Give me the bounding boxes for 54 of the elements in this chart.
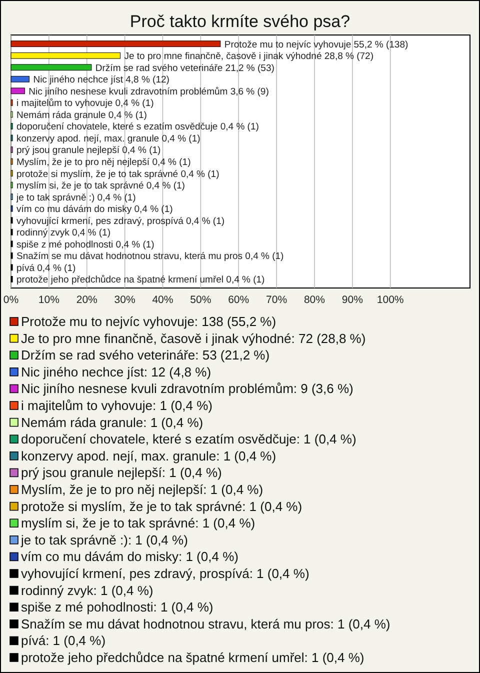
y-tick-label: protože si myslím, že je to tak správné 0,4 % (1) xyxy=(16,168,220,180)
y-tick-label: konzervy apod. nejí, max. granule 0,4 % (1) xyxy=(16,133,200,144)
legend-label: i majitelům to vyhovuje: 1 (0,4 %) xyxy=(21,398,212,413)
y-tick-label: je to tak správně :) 0,4 % (1) xyxy=(16,192,136,204)
legend-label: Snažím se mu dávat hodnotnou stravu, která mu pros: 1 (0,4 %) xyxy=(21,616,390,632)
legend-label: spiše z mé pohodlnosti: 1 (0,4 %) xyxy=(21,600,214,615)
x-tick-label: 20% xyxy=(76,294,98,306)
y-tick-label: Nic jiního nesnese kvuli zdravotním problémům 3,6 % (9) xyxy=(28,86,269,98)
x-tick-label: 90% xyxy=(342,294,363,306)
x-tick-label: 40% xyxy=(152,294,174,306)
legend-label: protože si myslím, že je to tak správné: 1 (0,4 %) xyxy=(21,498,302,514)
y-tick-label: vyhovující krmení, pes zdravý, prospívá 0,4 % (1) xyxy=(16,216,225,227)
y-tick-label: Snažím se mu dávat hodnotnou stravu, která mu pros 0,4 % (1) xyxy=(16,251,284,262)
legend-label: pívá: 1 (0,4 %) xyxy=(21,633,106,648)
y-tick-label: pívá 0,4 % (1) xyxy=(16,262,76,274)
chart-title: Proč takto krmíte svého psa? xyxy=(130,12,350,31)
y-tick-label: protože jeho předchůdce na špatné krmení umřel 0,4 % (1) xyxy=(16,274,265,286)
y-tick-label: rodinný zvyk 0,4 % (1) xyxy=(16,228,110,239)
legend-label: Nic jiného nechce jíst: 12 (4,8 %) xyxy=(21,364,212,380)
x-tick-label: 70% xyxy=(266,294,288,306)
legend-label: protože jeho předchůdce na špatné krmení umřel: 1 (0,4 %) xyxy=(21,650,364,665)
x-tick-label: 10% xyxy=(38,294,60,306)
x-tick-label: 30% xyxy=(114,294,136,306)
y-tick-label: Nemám ráda granule 0,4 % (1) xyxy=(16,110,147,121)
legend-label: Držím se rad svého veterináře: 53 (21,2 %) xyxy=(21,348,270,363)
x-tick-label: 50% xyxy=(190,294,212,306)
x-tick-label: 60% xyxy=(228,294,250,306)
y-tick-label: Protože mu to nejvíc vyhovuje 55,2 % (138) xyxy=(224,39,408,50)
y-tick-label: doporučení chovatele, které s ezatím osvědčuje 0,4 % (1) xyxy=(16,122,259,133)
legend-label: Nic jiního nesnese kvuli zdravotním problémům: 9 (3,6 %) xyxy=(21,381,354,396)
legend-label: Je to pro mne finančně, časově i jinak výhodné: 72 (28,8 %) xyxy=(21,330,366,346)
y-tick-label: i majitelům to vyhovuje 0,4 % (1) xyxy=(16,98,154,110)
x-tick-label: 0% xyxy=(3,294,19,306)
legend-label: Nemám ráda granule: 1 (0,4 %) xyxy=(21,414,204,430)
y-tick-label: spiše z mé pohodlnosti 0,4 % (1) xyxy=(16,239,154,250)
y-tick-label: Je to pro mne finančně, časově i jinak výhodné 28,8 % (72) xyxy=(124,51,374,62)
legend-label: vyhovující krmení, pes zdravý, prospívá: 1 (0,4 %) xyxy=(21,566,310,581)
y-tick-label: prý jsou granule nejlepší 0,4 % (1) xyxy=(16,145,161,156)
y-tick-label: myslím si, že je to tak správné 0,4 % (1) xyxy=(16,180,185,192)
legend-label: doporučení chovatele, které s ezatím osvědčuje: 1 (0,4 %) xyxy=(21,432,356,447)
legend-label: myslím si, že je to tak správné: 1 (0,4 %) xyxy=(21,516,256,531)
y-tick-label: Držím se rad svého veterináře 21,2 % (53) xyxy=(95,62,274,74)
y-tick-label: vím co mu dávám do misky 0,4 % (1) xyxy=(16,204,173,216)
legend-label: vím co mu dávám do misky: 1 (0,4 %) xyxy=(21,549,238,564)
y-tick-label: Myslím, že je to pro něj nejlepší 0,4 % (1) xyxy=(16,157,191,168)
legend-label: je to tak správně :): 1 (0,4 %) xyxy=(20,532,188,548)
legend-label: rodinný zvyk: 1 (0,4 %) xyxy=(21,582,154,598)
legend-label: konzervy apod. nejí, max. granule: 1 (0,4 %) xyxy=(21,448,276,464)
legend-label: Myslím, že je to pro něj nejlepší: 1 (0,4 %) xyxy=(21,482,264,497)
legend-label: Protože mu to nejvíc vyhovuje: 138 (55,2 %) xyxy=(21,314,276,329)
y-tick-label: Nic jiného nechce jíst 4,8 % (12) xyxy=(33,74,170,86)
legend-label: prý jsou granule nejlepší: 1 (0,4 %) xyxy=(21,465,222,480)
x-tick-label: 80% xyxy=(304,294,325,306)
x-tick-label: 100% xyxy=(376,294,404,306)
